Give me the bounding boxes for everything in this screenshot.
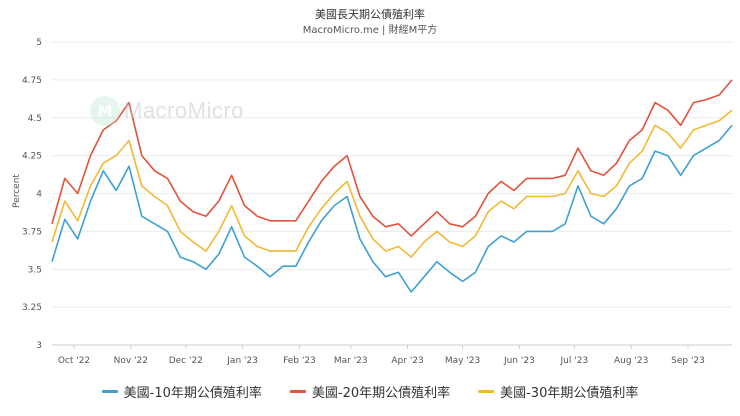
x-tick-label: May '23 xyxy=(445,356,480,366)
x-tick-label: Feb '23 xyxy=(283,356,316,366)
x-tick-label: Mar '23 xyxy=(334,356,368,366)
legend-swatch xyxy=(289,390,306,393)
x-tick-label: Jan '23 xyxy=(226,356,258,366)
legend: 美國-10年期公債殖利率 美國-20年期公債殖利率 美國-30年期公債殖利率 xyxy=(0,382,740,401)
y-tick-label: 4 xyxy=(36,190,42,200)
series-line-3 xyxy=(51,109,733,258)
watermark-text: MacroMicro xyxy=(124,98,244,123)
x-tick-label: Dec '22 xyxy=(169,356,203,366)
y-tick-label: 5 xyxy=(36,38,42,48)
y-tick-label: 4.5 xyxy=(28,114,42,124)
y-tick-label: 3.25 xyxy=(22,303,42,313)
y-tick-label: 4.25 xyxy=(22,152,42,162)
y-tick-label: 3 xyxy=(36,341,42,351)
chart-title: 美國長天期公債殖利率 xyxy=(315,8,425,21)
x-tick-label: Aug '23 xyxy=(614,356,648,366)
legend-item-3[interactable]: 美國-30年期公債殖利率 xyxy=(478,382,638,401)
legend-item-1[interactable]: 美國-10年期公債殖利率 xyxy=(101,382,262,401)
series-line-1 xyxy=(51,124,733,293)
series-lines xyxy=(51,79,733,293)
x-tick-label: Jun '23 xyxy=(503,356,535,366)
y-tick-label: 3.5 xyxy=(28,265,42,275)
chart-subtitle: MacroMicro.me | 財經M平方 xyxy=(302,25,438,36)
legend-label: 美國-20年期公債殖利率 xyxy=(311,386,451,401)
legend-item-2[interactable]: 美國-20年期公債殖利率 xyxy=(289,382,451,401)
x-tick-label: Jul '23 xyxy=(560,356,589,366)
macromicro-logo-icon: M xyxy=(90,96,120,126)
series-line-2 xyxy=(51,79,733,237)
y-axis-ticks: 3 3.25 3.5 3.75 4 4.25 4.5 4.75 5 xyxy=(22,38,42,351)
x-tick-label: Apr '23 xyxy=(391,356,423,366)
watermark: M MacroMicro xyxy=(90,96,244,126)
y-tick-label: 3.75 xyxy=(22,227,42,237)
x-tick-label: Oct '22 xyxy=(58,356,90,366)
line-chart: 3 3.25 3.5 3.75 4 4.25 4.5 4.75 5 Oct '22 Nov '22… xyxy=(22,38,733,366)
y-tick-label: 4.75 xyxy=(22,76,42,86)
legend-swatch xyxy=(478,390,495,393)
x-axis-ticks: Oct '22 Nov '22 Dec '22 Jan '23 Feb '23 Mar '… xyxy=(58,345,705,366)
x-tick-label: Nov '22 xyxy=(114,356,148,366)
x-tick-label: Sep '23 xyxy=(671,356,705,366)
legend-label: 美國-30年期公債殖利率 xyxy=(500,386,639,401)
legend-label: 美國-10年期公債殖利率 xyxy=(123,386,262,401)
legend-swatch xyxy=(101,390,118,393)
grid-lines xyxy=(52,41,732,346)
